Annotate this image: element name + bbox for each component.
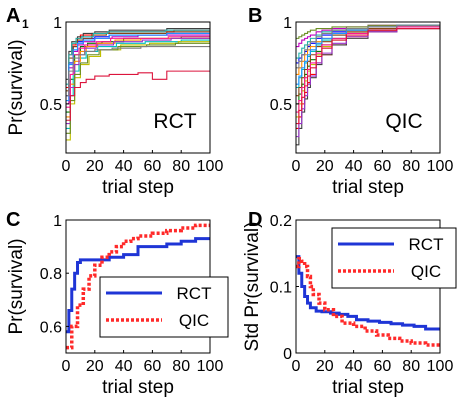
trajectory-line [66, 29, 210, 85]
x-tick-label: 100 [197, 358, 224, 375]
trajectory-line [296, 26, 440, 125]
x-tick-label: 60 [144, 358, 162, 375]
trajectory-line [66, 28, 210, 80]
x-axis-label: trial step [102, 177, 174, 198]
y-axis-label: Pr(survival) [6, 238, 27, 334]
panel-b: 0 20 40 60 80 100 0.5 1 trial step B QIC [248, 5, 453, 198]
x-tick-label: 60 [144, 158, 162, 175]
legend-label-rct: RCT [409, 235, 444, 254]
y-tick-label: 1 [53, 15, 62, 32]
x-tick-label: 0 [292, 158, 301, 175]
panel-letter: B [248, 5, 262, 27]
legend-label-rct: RCT [177, 284, 212, 303]
trajectory-line [66, 31, 210, 92]
x-tick-label: 20 [86, 358, 104, 375]
legend: RCT QIC [331, 227, 457, 289]
y-tick-label: 0.5 [40, 97, 62, 114]
trajectory-line [66, 36, 210, 118]
panel-letter: C [6, 209, 20, 231]
x-tick-label: 80 [172, 158, 190, 175]
y-axis-label: Std Pr(survival) [242, 222, 263, 352]
trajectory-line [66, 41, 210, 141]
x-tick-label: 20 [86, 158, 104, 175]
series-line-rct [296, 255, 440, 331]
trajectory-line [296, 26, 440, 113]
panel-letter: A [6, 5, 20, 27]
x-tick-label: 40 [115, 358, 133, 375]
legend-box [99, 276, 229, 338]
x-tick-label: 0 [62, 358, 71, 375]
panel-letter: D [248, 209, 262, 231]
y-axis-label: Pr(survival) [6, 39, 27, 135]
trajectory-line [66, 35, 210, 108]
panel-letter-subscript: 1 [22, 17, 29, 31]
plot-area-c [66, 223, 210, 350]
y-tick-label: 0.1 [270, 280, 292, 297]
legend-label-qic: QIC [179, 311, 209, 330]
x-axis-label: trial step [102, 377, 174, 398]
x-tick-label: 20 [316, 158, 334, 175]
plot-annotation: RCT [153, 110, 196, 133]
panel-c: 0 20 40 60 80 100 0.6 0.8 1 trial step Pr(survival… [6, 209, 229, 398]
y-tick-label: 0.8 [40, 266, 62, 283]
x-tick-label: 60 [374, 358, 392, 375]
series-line-qic [66, 223, 210, 350]
x-tick-label: 100 [427, 158, 454, 175]
trajectory-line [296, 24, 440, 69]
x-tick-label: 40 [115, 158, 133, 175]
trajectory-line [66, 42, 210, 134]
axes-frame [295, 21, 441, 154]
trajectory-line [296, 26, 440, 118]
x-tick-label: 0 [62, 158, 71, 175]
x-tick-label: 20 [316, 358, 334, 375]
trajectory-line [66, 37, 210, 125]
plot-area-a [66, 28, 210, 141]
x-tick-label: 100 [427, 358, 454, 375]
legend-box [331, 227, 457, 289]
y-tick-label: 1 [283, 15, 292, 32]
y-tick-label: 0 [283, 346, 292, 363]
x-axis-label: trial step [332, 177, 404, 198]
trajectory-line [66, 44, 210, 97]
x-tick-label: 80 [172, 358, 190, 375]
trajectory-line [66, 32, 210, 102]
y-tick-label: 0.2 [270, 213, 292, 230]
x-tick-label: 80 [402, 358, 420, 375]
legend: RCT QIC [99, 276, 229, 338]
axes-frame [65, 21, 211, 154]
x-tick-label: 80 [402, 158, 420, 175]
plot-area-d [296, 255, 440, 347]
y-tick-label: 1 [53, 213, 62, 230]
x-tick-label: 0 [292, 358, 301, 375]
trajectory-line [296, 23, 440, 39]
trajectory-line [66, 70, 210, 121]
x-tick-label: 100 [197, 158, 224, 175]
y-tick-label: 0.5 [270, 97, 292, 114]
legend-label-qic: QIC [411, 262, 441, 281]
series-line-rct [66, 237, 210, 334]
x-axis-label: trial step [332, 377, 404, 398]
panel-d: 0 20 40 60 80 100 0 0.1 0.2 trial step Std Pr(surv… [242, 209, 457, 398]
x-tick-label: 60 [374, 158, 392, 175]
y-tick-label: 0.6 [40, 319, 62, 336]
x-tick-label: 40 [345, 358, 363, 375]
plot-area-b [296, 23, 440, 146]
x-tick-label: 40 [345, 158, 363, 175]
plot-annotation: QIC [385, 110, 422, 133]
